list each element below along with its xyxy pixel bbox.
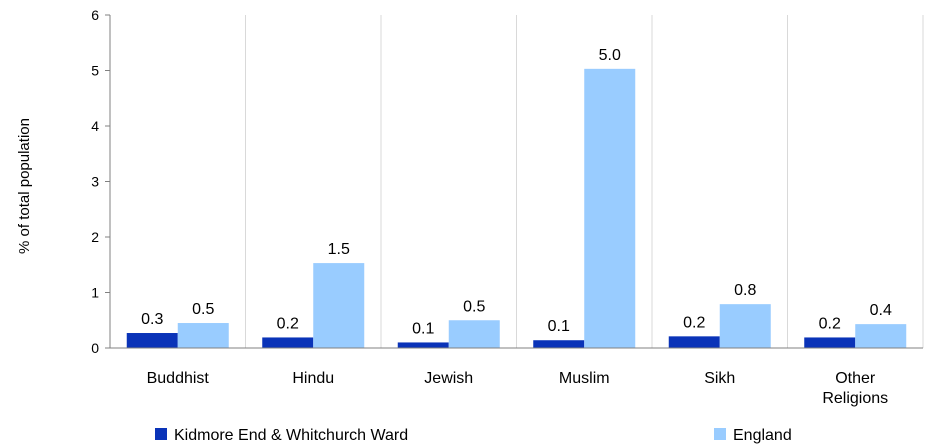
bar-england-buddhist [177,323,229,348]
y-tick-label: 2 [91,229,99,245]
bar-england-hindu [313,263,365,348]
data-label: 0.8 [734,282,756,299]
y-tick-label: 6 [91,7,99,23]
bar-ward-buddhist [126,333,178,348]
axes [105,14,923,349]
category-label: Other Religions [822,370,888,407]
y-tick-label: 3 [91,174,99,190]
category-label: Hindu [292,370,334,387]
y-tick-label: 0 [91,340,99,356]
legend-swatch [155,428,167,440]
legend-swatch [714,428,726,440]
bar-ward-muslim [533,340,585,348]
data-label: 0.1 [548,318,570,335]
y-axis-title: % of total population [16,118,33,254]
category-label: Sikh [704,370,735,387]
data-label: 5.0 [599,47,621,64]
y-tick-label: 5 [91,63,99,79]
bar-england-other-religions [855,324,907,348]
data-label: 0.3 [141,311,163,328]
bar-ward-jewish [397,342,449,348]
y-tick-label: 1 [91,285,99,301]
data-label: 0.2 [277,315,299,332]
labels: 0 1 2 3 4 5 6 0.3 0.5 Buddhist 0.2 1.5 Hindu 0.1 0.5 Je… [91,7,892,407]
category-label: Jewish [424,370,473,387]
data-label: 0.5 [463,298,485,315]
data-label: 0.1 [412,320,434,337]
category-label: Muslim [559,370,610,387]
bars [126,68,907,349]
legend: Kidmore End & Whitchurch Ward England [155,427,792,444]
y-tick-label: 4 [91,118,99,134]
bar-ward-hindu [262,337,314,348]
category-label: Buddhist [147,370,210,387]
data-label: 0.4 [870,302,892,319]
bar-ward-sikh [668,336,720,348]
data-label: 0.5 [192,301,214,318]
data-label: 1.5 [328,241,350,258]
legend-label: England [733,427,792,444]
data-label: 0.2 [819,315,841,332]
gridlines [245,15,924,348]
bar-england-sikh [719,304,771,348]
bar-england-muslim [584,68,636,349]
bar-ward-other-religions [804,337,856,348]
data-label: 0.2 [683,314,705,331]
bar-england-jewish [448,320,500,348]
legend-label: Kidmore End & Whitchurch Ward [174,427,408,444]
